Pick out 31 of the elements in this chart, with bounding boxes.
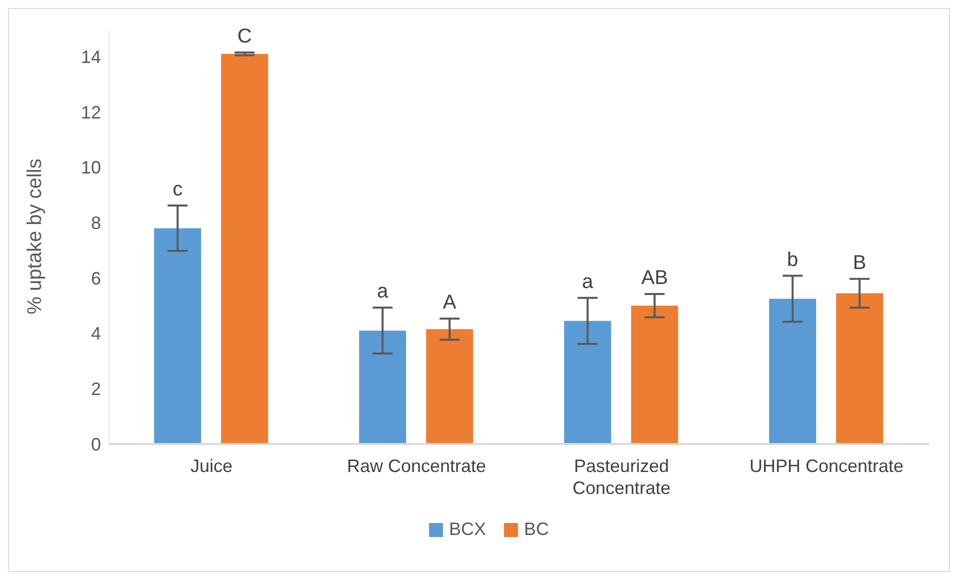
- bar: [154, 228, 202, 444]
- y-tick-label: 10: [80, 158, 101, 178]
- x-tick-label: Juice: [190, 456, 233, 476]
- bar: [836, 293, 884, 444]
- data-label: AB: [641, 267, 668, 290]
- data-label: c: [172, 178, 183, 201]
- data-label: a: [582, 270, 594, 293]
- y-tick-label: 0: [90, 434, 101, 454]
- legend-label: BCX: [448, 519, 486, 540]
- data-label: b: [787, 248, 798, 271]
- y-tick-label: 2: [90, 379, 101, 400]
- legend-label: BC: [524, 519, 550, 540]
- y-tick-label: 14: [80, 47, 101, 68]
- y-tick-label: 12: [80, 102, 101, 122]
- x-tick-label: UHPH Concentrate: [749, 456, 904, 476]
- bar: [769, 298, 816, 444]
- data-label: a: [377, 280, 390, 303]
- x-tick-label: Pasteurized Concentrate: [572, 456, 671, 498]
- bar: [631, 306, 678, 444]
- bar: [221, 54, 268, 444]
- y-tick-label: 4: [90, 324, 101, 344]
- data-label: B: [852, 252, 866, 274]
- y-tick-label: 8: [90, 213, 101, 234]
- x-tick-label: Raw Concentrate: [346, 456, 486, 476]
- bar: [359, 330, 406, 444]
- data-label: C: [237, 26, 252, 48]
- y-axis-title: % uptake by cells: [24, 158, 46, 314]
- data-label: A: [442, 292, 457, 314]
- bar: [564, 320, 612, 444]
- y-tick-label: 6: [90, 268, 101, 288]
- bar: [426, 329, 474, 444]
